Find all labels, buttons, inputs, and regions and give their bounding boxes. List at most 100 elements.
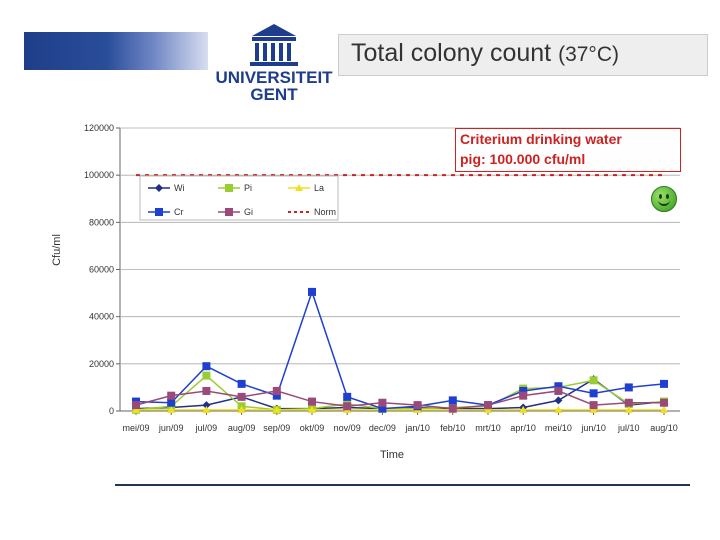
y-tick-label: 0 bbox=[109, 406, 114, 416]
data-point-gi bbox=[202, 386, 211, 395]
data-point-cr bbox=[554, 382, 563, 391]
x-tick-label: mei/10 bbox=[545, 423, 572, 433]
x-tick-label: jul/09 bbox=[195, 423, 218, 433]
data-point-cr bbox=[308, 287, 316, 296]
legend-label: Gi bbox=[244, 207, 253, 217]
legend-marker bbox=[225, 184, 233, 192]
legend-label: Norm bbox=[314, 207, 336, 217]
data-point-la bbox=[308, 405, 316, 413]
data-point-la bbox=[519, 405, 528, 413]
x-tick-label: mrt/10 bbox=[475, 423, 501, 433]
data-point-la bbox=[624, 405, 633, 413]
x-tick-label: jun/10 bbox=[580, 423, 606, 433]
x-tick-label: nov/09 bbox=[334, 423, 361, 433]
legend-label: La bbox=[314, 183, 324, 193]
x-tick-label: apr/10 bbox=[510, 423, 536, 433]
data-point-cr bbox=[272, 391, 281, 400]
x-tick-label: dec/09 bbox=[369, 423, 396, 433]
legend-marker bbox=[155, 184, 163, 192]
x-tick-label: aug/09 bbox=[228, 423, 256, 433]
legend-marker bbox=[295, 184, 303, 191]
data-point-gi bbox=[272, 386, 281, 395]
data-point-cr bbox=[378, 404, 387, 413]
criterium-line2: pig: 100.000 cfu/ml bbox=[460, 151, 586, 167]
university-name-line2: GENT bbox=[250, 85, 298, 104]
title-box: Total colony count (37°C) bbox=[338, 34, 708, 76]
data-point-wi bbox=[554, 396, 563, 405]
data-point-gi bbox=[448, 404, 457, 413]
x-tick-label: feb/10 bbox=[440, 423, 465, 433]
x-tick-label: jul/10 bbox=[617, 423, 640, 433]
data-point-la bbox=[202, 405, 211, 413]
legend-box bbox=[139, 175, 339, 221]
data-point-gi bbox=[237, 392, 246, 401]
data-point-cr bbox=[237, 379, 246, 388]
x-tick-label: mei/09 bbox=[122, 423, 149, 433]
x-axis-label: Time bbox=[380, 449, 404, 461]
criterium-box: Criterium drinking water pig: 100.000 cf… bbox=[455, 128, 681, 172]
y-axis-label: Cfu/ml bbox=[51, 234, 63, 266]
legend-label: Wi bbox=[174, 183, 185, 193]
y-tick-label: 120000 bbox=[84, 123, 114, 133]
y-tick-label: 100000 bbox=[84, 170, 114, 180]
data-point-cr bbox=[624, 383, 633, 392]
data-point-wi bbox=[202, 401, 211, 410]
series-line-gi bbox=[135, 390, 664, 410]
data-point-cr bbox=[343, 392, 352, 401]
legend-label: Cr bbox=[174, 207, 184, 217]
chart-series bbox=[132, 174, 668, 414]
data-point-cr bbox=[202, 362, 211, 371]
data-point-gi bbox=[413, 401, 422, 410]
ugent-banner bbox=[24, 32, 208, 70]
data-point-gi bbox=[132, 401, 140, 410]
data-point-gi bbox=[378, 398, 387, 407]
data-point-la bbox=[484, 405, 492, 413]
data-point-la bbox=[167, 405, 176, 413]
data-point-la bbox=[132, 405, 140, 413]
data-point-cr bbox=[519, 386, 528, 395]
x-tick-labels: mei/09 jun/09 jul/09 aug/09 sep/09 okt/09 nov/… bbox=[122, 423, 677, 433]
series-line-cr bbox=[135, 289, 665, 410]
bottom-rule bbox=[115, 484, 690, 486]
chart-legend: Wi Pi La Cr Gi Norm bbox=[139, 175, 339, 221]
x-tick-label: sep/09 bbox=[263, 423, 290, 433]
title-main: Total colony count bbox=[351, 39, 552, 67]
y-tick-label: 20000 bbox=[89, 359, 114, 369]
y-tick-label: 40000 bbox=[89, 312, 114, 322]
university-name-line1: UNIVERSITEIT bbox=[215, 68, 333, 87]
data-point-gi bbox=[343, 402, 352, 411]
x-tick-label: jun/09 bbox=[158, 423, 184, 433]
y-tick-label: 60000 bbox=[89, 265, 114, 275]
data-point-pi bbox=[202, 371, 211, 380]
data-point-la bbox=[589, 405, 598, 413]
data-point-gi bbox=[660, 398, 668, 407]
data-point-la bbox=[554, 405, 563, 413]
university-logo: UNIVERSITEIT GENT bbox=[214, 22, 334, 104]
data-point-pi bbox=[589, 376, 598, 385]
x-tick-label: aug/10 bbox=[650, 423, 678, 433]
criterium-line1: Criterium drinking water bbox=[460, 131, 622, 147]
page-title: Total colony count (37°C) bbox=[351, 39, 619, 68]
data-point-gi bbox=[484, 401, 492, 410]
y-tick-labels: 0 20000 40000 60000 80000 100000 120000 bbox=[84, 123, 114, 416]
building-icon bbox=[250, 24, 298, 66]
data-point-gi bbox=[554, 386, 563, 395]
data-point-gi bbox=[624, 398, 633, 407]
data-point-cr bbox=[660, 379, 668, 388]
legend-marker bbox=[225, 208, 233, 216]
x-tick-label: okt/09 bbox=[300, 423, 325, 433]
data-point-la bbox=[272, 405, 281, 413]
series-line-pi bbox=[135, 374, 665, 411]
data-point-gi bbox=[167, 391, 176, 400]
data-point-la bbox=[660, 405, 668, 413]
smiley-icon bbox=[651, 186, 677, 212]
y-tick-label: 80000 bbox=[89, 217, 114, 227]
data-point-gi bbox=[519, 391, 528, 400]
legend-marker bbox=[155, 208, 163, 216]
data-point-cr bbox=[589, 389, 598, 398]
data-point-cr bbox=[448, 396, 457, 405]
data-point-la bbox=[237, 405, 246, 413]
title-unit: (37°C) bbox=[558, 43, 619, 66]
data-point-gi bbox=[308, 397, 316, 406]
